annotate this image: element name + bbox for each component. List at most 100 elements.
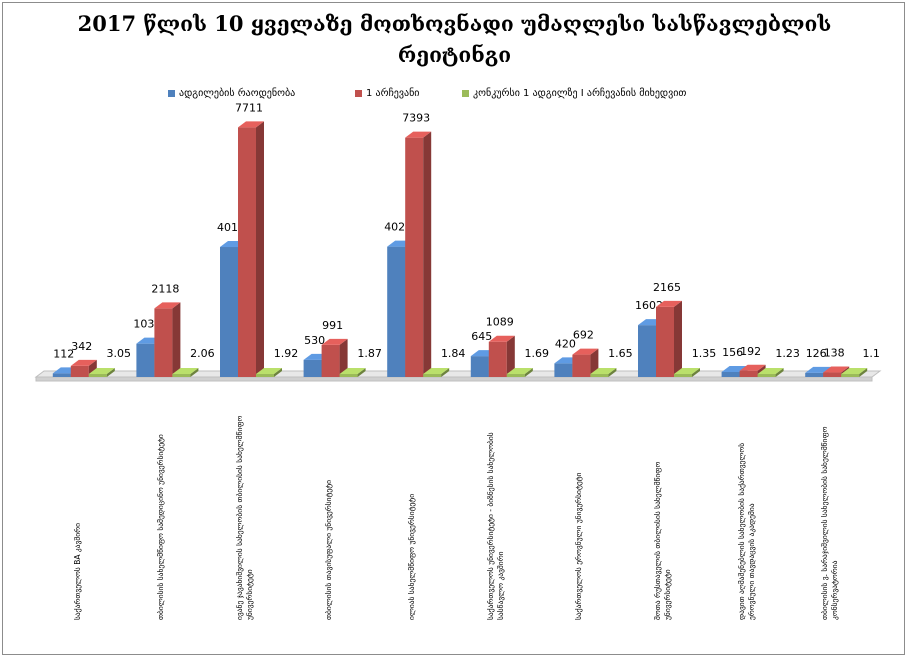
data-label-competition-9: 1.23 — [775, 347, 800, 360]
bar-side-competition-10 — [859, 368, 868, 377]
bar-places-10 — [805, 372, 824, 377]
data-label-places-9: 156 — [722, 346, 743, 359]
bar-first-choice-4 — [321, 344, 340, 377]
bar-side-first-choice-6 — [506, 335, 515, 377]
legend-label-first-choice: 1 არჩევანი — [366, 88, 420, 99]
bar-places-6 — [470, 356, 489, 377]
bar-side-first-choice-4 — [339, 338, 348, 377]
bar-side-competition-3 — [274, 368, 282, 377]
bar-top-competition-6 — [506, 368, 533, 374]
legend-swatch-first-choice — [355, 90, 362, 97]
category-label-8: შოთა რუსთაველის თბილისის სახელმწიფო უნივე… — [653, 462, 673, 620]
bar-competition-10 — [841, 374, 860, 377]
category-label-10-line-2: კონსერვატორია — [830, 560, 840, 620]
bar-competition-1 — [88, 374, 107, 377]
data-label-competition-10: 1.1 — [862, 347, 880, 360]
data-label-first-choice-10: 138 — [824, 347, 845, 360]
data-label-competition-1: 3.05 — [107, 347, 132, 360]
bar-side-first-choice-2 — [172, 302, 181, 377]
bar-top-competition-8 — [674, 368, 700, 374]
category-label-8-line-2: უნივერსიტეტი — [663, 569, 672, 620]
bar-top-competition-7 — [590, 368, 617, 374]
bar-top-competition-9 — [757, 368, 784, 374]
category-label-7-line-1: საქართველოს ეროვნული უნივერსიტეტი — [574, 472, 584, 620]
data-label-places-1: 112 — [53, 347, 74, 360]
category-label-4: თბილისის თავისუფალი უნივერსიტეტი — [324, 480, 334, 620]
bar-places-4 — [303, 359, 322, 377]
chart-title-line-1: 2017 წლის 10 ყველაზე მოთხოვნადი უმაღლესი… — [77, 11, 832, 36]
bar-top-first-choice-3 — [238, 121, 264, 128]
category-label-2: თბილისის სახელმწიფო სამედიცინო უნივერსიტ… — [156, 434, 166, 620]
data-label-places-7: 420 — [555, 337, 576, 350]
data-label-competition-2: 2.06 — [190, 347, 215, 360]
category-label-4-line-1: თბილისის თავისუფალი უნივერსიტეტი — [323, 479, 333, 620]
bar-top-competition-4 — [339, 368, 366, 374]
bar-top-first-choice-7 — [572, 348, 599, 355]
bar-side-competition-4 — [357, 368, 366, 377]
data-label-competition-8: 1.35 — [692, 347, 717, 360]
data-label-first-choice-5: 7393 — [402, 112, 430, 125]
bar-places-5 — [387, 246, 406, 377]
bar-first-choice-10 — [823, 372, 842, 377]
data-label-first-choice-3: 7711 — [235, 101, 263, 114]
bar-top-first-choice-8 — [656, 300, 682, 307]
bar-first-choice-7 — [572, 354, 591, 377]
bar-competition-6 — [506, 374, 525, 377]
category-label-1-line-1: საქართველოს BA კავშირი — [72, 523, 82, 620]
category-label-2-line-1: თბილისის სახელმწიფო სამედიცინო უნივერსიტ… — [156, 434, 166, 620]
bar-top-first-choice-4 — [321, 338, 348, 345]
category-label-6: საქართველოს უნივერსიტეტი - ბიზნესის სახე… — [486, 432, 506, 620]
bar-top-competition-10 — [841, 368, 868, 374]
bar-top-first-choice-1 — [70, 359, 97, 366]
bar-competition-2 — [172, 374, 191, 377]
bar-competition-5 — [423, 374, 442, 377]
bar-side-competition-5 — [441, 368, 450, 377]
bar-competition-4 — [339, 374, 358, 377]
category-label-5-line-1: ილიას სახელმწიფო უნივერსიტეტი — [407, 493, 417, 620]
data-label-first-choice-4: 991 — [322, 319, 343, 332]
data-label-competition-5: 1.84 — [441, 347, 466, 360]
data-label-places-4: 530 — [304, 334, 325, 347]
legend-swatch-places — [168, 90, 175, 97]
bar-first-choice-1 — [70, 365, 89, 377]
legend-item-first-choice: 1 არჩევანი — [355, 88, 420, 99]
bar-top-competition-5 — [423, 368, 450, 374]
chart-title: 2017 წლის 10 ყველაზე მოთხოვნადი უმაღლესი… — [0, 8, 909, 70]
legend-label-places: ადგილების რაოდენობა — [179, 88, 296, 99]
data-label-competition-4: 1.87 — [357, 347, 382, 360]
bar-places-2 — [136, 343, 155, 377]
bar-side-first-choice-8 — [674, 300, 682, 377]
bar-top-first-choice-2 — [154, 302, 181, 309]
legend-item-places: ადგილების რაოდენობა — [168, 88, 295, 99]
bar-side-first-choice-3 — [256, 121, 264, 377]
data-label-places-6: 645 — [471, 330, 492, 343]
bar-first-choice-8 — [656, 306, 674, 377]
bar-first-choice-2 — [154, 308, 173, 377]
legend-label-competition: კონკურსი 1 ადგილზე I არჩევანის მიხედვით — [473, 88, 687, 99]
bar-places-7 — [554, 363, 573, 377]
bar-first-choice-6 — [488, 341, 507, 377]
bar-competition-9 — [757, 374, 776, 377]
bar-top-first-choice-5 — [405, 131, 432, 138]
bar-first-choice-3 — [238, 127, 256, 377]
bar-side-competition-8 — [692, 368, 700, 377]
category-label-9-line-1: დავით აღმაშენებლის სახელობის საქართველოს — [736, 442, 746, 620]
bar-first-choice-5 — [405, 137, 424, 377]
bar-side-competition-7 — [608, 368, 617, 377]
bar-competition-7 — [590, 374, 609, 377]
category-label-3-line-1: ივანე ჯავახიშვილის სახელობის თბილისის სა… — [235, 415, 244, 620]
bar-top-first-choice-10 — [823, 366, 850, 373]
chart-legend: ადგილების რაოდენობა 1 არჩევანი კონკურსი … — [0, 88, 909, 104]
data-label-places-10: 126 — [806, 347, 827, 360]
data-label-first-choice-8: 2165 — [653, 281, 681, 294]
category-label-7: საქართველოს ეროვნული უნივერსიტეტი — [574, 473, 584, 620]
category-label-1: საქართველოს BA კავშირი — [73, 523, 83, 620]
data-label-first-choice-2: 2118 — [151, 282, 179, 295]
category-label-6-line-2: სასწავლო კავშირი — [495, 551, 505, 620]
chart-title-line-2: რეიტინგი — [397, 42, 512, 67]
bar-top-first-choice-9 — [739, 364, 766, 371]
category-label-10-line-1: თბილისის ვ. სარაჯიშვილის სახელობის სახელ… — [820, 426, 830, 620]
bar-side-competition-6 — [524, 368, 533, 377]
bar-places-8 — [638, 325, 656, 377]
